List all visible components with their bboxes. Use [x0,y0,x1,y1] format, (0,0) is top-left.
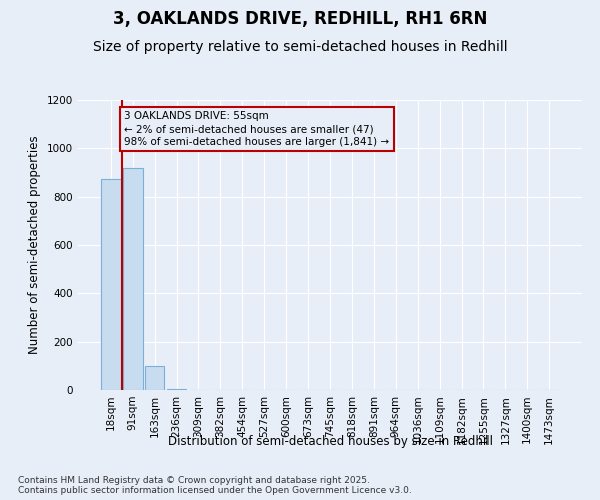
Y-axis label: Number of semi-detached properties: Number of semi-detached properties [28,136,41,354]
Text: Size of property relative to semi-detached houses in Redhill: Size of property relative to semi-detach… [92,40,508,54]
Text: 3, OAKLANDS DRIVE, REDHILL, RH1 6RN: 3, OAKLANDS DRIVE, REDHILL, RH1 6RN [113,10,487,28]
Bar [145,366,164,390]
Text: Contains HM Land Registry data © Crown copyright and database right 2025.
Contai: Contains HM Land Registry data © Crown c… [18,476,412,495]
Text: 3 OAKLANDS DRIVE: 55sqm
← 2% of semi-detached houses are smaller (47)
98% of sem: 3 OAKLANDS DRIVE: 55sqm ← 2% of semi-det… [124,111,389,148]
Bar [101,178,121,390]
Bar [123,168,143,390]
Text: Distribution of semi-detached houses by size in Redhill: Distribution of semi-detached houses by … [167,435,493,448]
